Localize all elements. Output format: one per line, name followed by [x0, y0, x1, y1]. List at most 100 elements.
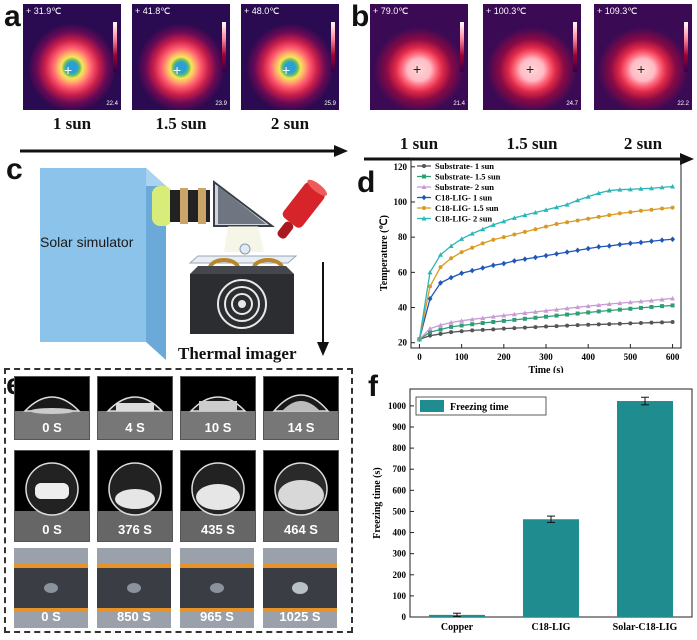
- category-label: C18-LIG: [532, 622, 571, 633]
- data-point: [511, 215, 517, 220]
- droplet-photo: 14 S: [263, 376, 339, 440]
- data-point: [554, 221, 559, 226]
- data-point: [628, 210, 633, 215]
- data-point: [532, 309, 538, 314]
- legend-label: C18-LIG- 1 sun: [435, 193, 492, 203]
- data-point: [448, 274, 454, 281]
- intensity-arrow-b: [364, 153, 694, 165]
- time-label: 435 S: [201, 522, 235, 537]
- series-0: [417, 319, 675, 342]
- data-point: [627, 186, 633, 192]
- data-point: [564, 249, 570, 255]
- data-point: [501, 235, 506, 240]
- min-temp: 23.9: [215, 101, 227, 107]
- sun-label-a3: 2 sun: [270, 114, 310, 133]
- time-label: 0 S: [42, 420, 62, 435]
- data-point: [522, 256, 528, 262]
- intensity-arrow-a: [20, 145, 348, 157]
- data-point: [422, 164, 426, 168]
- data-point: [438, 265, 443, 270]
- y-tick-label: 800: [393, 443, 407, 453]
- data-point: [449, 324, 454, 329]
- data-point: [448, 243, 454, 248]
- plate-photo: 965 S: [180, 548, 254, 628]
- temperature-readout: + 48.0℃: [244, 6, 280, 16]
- data-point: [638, 186, 644, 191]
- data-point: [470, 245, 475, 250]
- data-point: [491, 237, 496, 242]
- y-tick-label: 300: [393, 549, 407, 559]
- data-point: [480, 265, 486, 271]
- data-point: [543, 207, 549, 212]
- data-point: [565, 312, 570, 317]
- ir-image-b3: + 109.3℃ 22.2 +: [594, 4, 692, 110]
- min-temp: 22.4: [106, 101, 118, 107]
- data-point: [427, 295, 433, 302]
- droplet-photo: 435 S: [180, 450, 256, 542]
- data-point: [532, 210, 538, 215]
- solar-simulator-label: Solar simulator: [40, 234, 134, 250]
- data-point: [532, 254, 538, 261]
- legend-label: Substrate- 2 sun: [435, 182, 494, 192]
- series-4: [417, 205, 675, 342]
- data-point: [586, 322, 591, 327]
- data-point: [670, 303, 675, 308]
- x-tick-label: 500: [624, 352, 638, 362]
- data-point: [438, 327, 443, 332]
- data-point: [459, 323, 464, 328]
- legend-label: Substrate- 1.5 sun: [435, 172, 501, 182]
- data-point: [670, 319, 675, 324]
- data-point: [470, 328, 475, 333]
- y-tick-label: 100: [394, 197, 408, 207]
- data-point: [543, 308, 549, 313]
- data-point: [459, 318, 465, 323]
- data-point: [512, 232, 517, 237]
- data-point: [648, 185, 654, 191]
- y-tick-label: 60: [398, 267, 408, 277]
- x-tick-label: 100: [455, 352, 469, 362]
- data-point: [617, 321, 622, 326]
- data-point: [416, 336, 422, 342]
- time-label: 10 S: [204, 420, 232, 435]
- data-point: [554, 324, 559, 329]
- temperature-readout: + 100.3℃: [486, 6, 527, 16]
- ir-image-b2: + 100.3℃ 24.7 +: [483, 4, 581, 110]
- y-tick-label: 400: [393, 528, 407, 538]
- data-point: [459, 270, 465, 277]
- data-point: [660, 304, 665, 309]
- data-point: [627, 299, 633, 305]
- data-point: [421, 216, 427, 221]
- sun-label-a2: 1.5 sun: [155, 114, 207, 133]
- data-point: [470, 322, 475, 327]
- data-point: [607, 322, 612, 327]
- series-5: [416, 184, 676, 342]
- data-point: [459, 329, 464, 334]
- data-point: [565, 323, 570, 328]
- data-point: [648, 298, 654, 303]
- data-point: [606, 243, 612, 249]
- data-point: [586, 310, 591, 315]
- data-point: [522, 310, 528, 315]
- plate-photo: 1025 S: [263, 548, 337, 628]
- data-point: [449, 330, 454, 335]
- colorbar: [222, 22, 226, 72]
- time-label: 0 S: [41, 609, 61, 624]
- data-point: [575, 323, 580, 328]
- data-point: [544, 324, 548, 329]
- data-point: [575, 197, 581, 203]
- ir-image-a1: + 31.9℃ 22.4 +: [23, 4, 121, 110]
- data-point: [438, 331, 443, 336]
- data-point: [596, 322, 601, 327]
- y-axis-label: Freezing time (s): [372, 467, 383, 538]
- data-point: [638, 305, 643, 310]
- ir-image-a2: + 41.8℃ 23.9 +: [132, 4, 230, 110]
- x-tick-label: 600: [666, 352, 680, 362]
- colorbar: [684, 22, 688, 72]
- time-label: 1025 S: [279, 609, 321, 624]
- y-tick-label: 200: [393, 570, 407, 580]
- legend-label: Substrate- 1 sun: [435, 161, 494, 171]
- data-point: [585, 194, 591, 199]
- data-point: [438, 252, 444, 257]
- droplet-photo: 0 S: [14, 376, 90, 440]
- data-point: [511, 311, 517, 317]
